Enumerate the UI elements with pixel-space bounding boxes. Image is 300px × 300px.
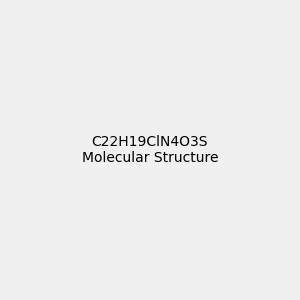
Text: C22H19ClN4O3S
Molecular Structure: C22H19ClN4O3S Molecular Structure — [82, 135, 218, 165]
